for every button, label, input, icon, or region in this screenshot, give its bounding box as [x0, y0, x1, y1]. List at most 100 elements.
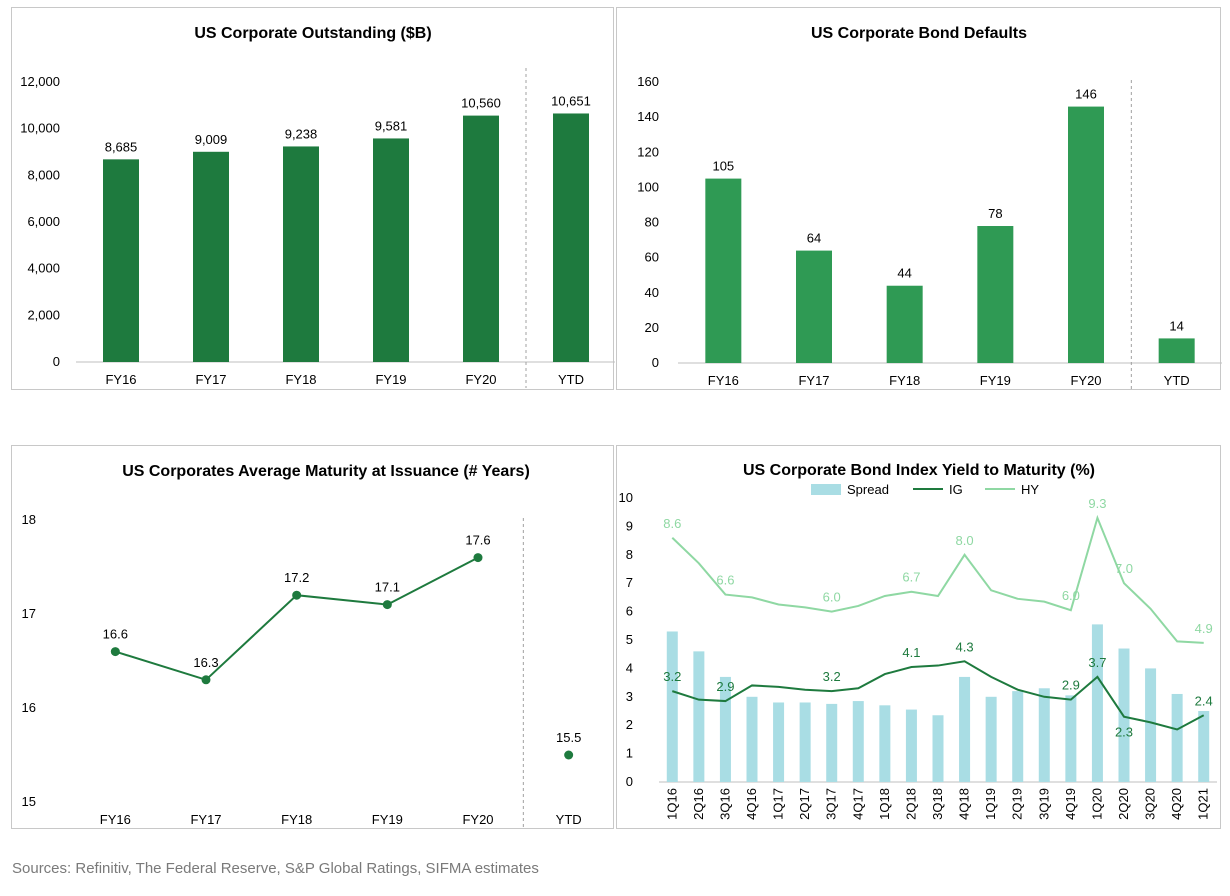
bar: [463, 115, 499, 362]
data-label: 7.0: [1115, 561, 1133, 576]
x-tick-label: 3Q20: [1143, 788, 1158, 820]
bar: [553, 113, 589, 362]
data-point: [473, 553, 483, 563]
data-label: 44: [897, 266, 911, 281]
sources-footnote: Sources: Refinitiv, The Federal Reserve,…: [12, 860, 539, 877]
x-tick-label: 1Q21: [1196, 788, 1211, 820]
y-tick-label: 40: [645, 285, 659, 300]
data-label: 2.3: [1115, 725, 1133, 740]
data-label: 2.9: [1062, 678, 1080, 693]
maturity-chart: US Corporates Average Maturity at Issuan…: [22, 463, 582, 828]
x-tick-label: 3Q16: [717, 788, 732, 820]
data-label: 3.2: [663, 669, 681, 684]
data-label: 9,581: [375, 118, 408, 133]
y-tick-label: 15: [22, 794, 36, 809]
x-tick-label: 2Q19: [1010, 788, 1025, 820]
x-tick-label: FY19: [375, 372, 406, 387]
y-tick-label: 10,000: [20, 121, 60, 136]
data-label: 6.6: [716, 573, 734, 588]
x-tick-label: 2Q17: [797, 788, 812, 820]
x-tick-label: FY19: [980, 373, 1011, 388]
data-label: 16.3: [193, 655, 218, 670]
x-tick-label: 3Q19: [1036, 788, 1051, 820]
data-label: 3.7: [1088, 655, 1106, 670]
spread-bar: [932, 715, 944, 782]
bar: [103, 159, 139, 362]
spread-bar: [1038, 688, 1050, 782]
bar: [193, 151, 229, 362]
y-tick-label: 0: [53, 354, 60, 369]
legend-label: IG: [949, 482, 963, 497]
data-point: [201, 675, 211, 685]
hy-line: [671, 514, 1204, 644]
x-tick-label: 4Q18: [957, 788, 972, 820]
data-label: 14: [1169, 318, 1183, 333]
x-tick-label: 3Q17: [824, 788, 839, 820]
spread-bar: [879, 705, 891, 782]
x-tick-label: 4Q17: [850, 788, 865, 820]
y-tick-label: 0: [652, 355, 659, 370]
spread-bar: [826, 703, 838, 782]
x-tick-label: FY20: [462, 812, 493, 827]
maturity-chart-panel: US Corporates Average Maturity at Issuan…: [11, 445, 614, 829]
bar: [705, 178, 742, 363]
spread-bar: [905, 709, 917, 782]
ig-line: [671, 660, 1205, 731]
x-tick-label: FY17: [798, 373, 829, 388]
data-label: 78: [988, 206, 1002, 221]
chart-title: US Corporate Outstanding ($B): [194, 25, 431, 42]
y-tick-label: 140: [637, 109, 659, 124]
x-tick-label: 1Q18: [877, 788, 892, 820]
spread-bar: [1145, 668, 1157, 782]
y-tick-label: 20: [645, 320, 659, 335]
y-tick-label: 18: [22, 512, 36, 527]
data-label: 146: [1075, 87, 1097, 102]
data-label: 2.4: [1195, 693, 1213, 708]
bar: [977, 226, 1014, 363]
data-label: 10,560: [461, 96, 501, 111]
bar: [283, 146, 319, 362]
data-label: 6.0: [1062, 588, 1080, 603]
y-tick-label: 12,000: [20, 74, 60, 89]
defaults-chart-panel: US Corporate Bond Defaults 0 20 40 60 80 100 1…: [616, 7, 1222, 390]
data-label: 2.9: [716, 679, 734, 694]
data-label: 9.3: [1088, 496, 1106, 511]
spread-bar: [719, 676, 731, 782]
data-label: 15.5: [556, 730, 581, 745]
data-label: 8.6: [663, 516, 681, 531]
x-tick-label: FY20: [465, 372, 496, 387]
y-tick-label: 16: [22, 700, 36, 715]
x-tick-label: 1Q17: [771, 788, 786, 820]
spread-bar: [959, 676, 971, 782]
y-tick-label: 160: [637, 74, 659, 89]
y-tick-label: 8: [626, 547, 633, 562]
outstanding-chart-panel: US Corporate Outstanding ($B) 0 2,000 4,00…: [11, 7, 615, 390]
data-label: 4.1: [902, 645, 920, 660]
spread-bar: [1065, 695, 1077, 782]
y-tick-label: 6: [626, 604, 633, 619]
legend-label: Spread: [847, 482, 889, 497]
data-label: 17.2: [284, 570, 309, 585]
y-tick-label: 4: [626, 660, 633, 675]
data-label: 64: [807, 231, 821, 246]
y-tick-label: 7: [626, 575, 633, 590]
x-tick-label: 2Q16: [691, 788, 706, 820]
x-tick-label: FY16: [708, 373, 739, 388]
y-tick-label: 3: [626, 689, 633, 704]
x-tick-label: FY17: [190, 812, 221, 827]
data-label: 10,651: [551, 93, 591, 108]
x-tick-label: 4Q20: [1169, 788, 1184, 820]
spread-bar: [746, 696, 758, 782]
data-label: 9,238: [285, 126, 318, 141]
x-tick-label: YTD: [558, 372, 584, 387]
x-tick-label: 2Q20: [1116, 788, 1131, 820]
data-label: 17.6: [465, 533, 490, 548]
bar: [886, 285, 923, 363]
x-tick-label: 2Q18: [903, 788, 918, 820]
x-tick-label: FY18: [281, 812, 312, 827]
x-tick-label: FY19: [372, 812, 403, 827]
bar: [1068, 106, 1104, 364]
x-tick-label: 1Q16: [664, 788, 679, 820]
spread-bar: [1012, 691, 1024, 782]
legend-swatch-spread: [811, 484, 841, 495]
